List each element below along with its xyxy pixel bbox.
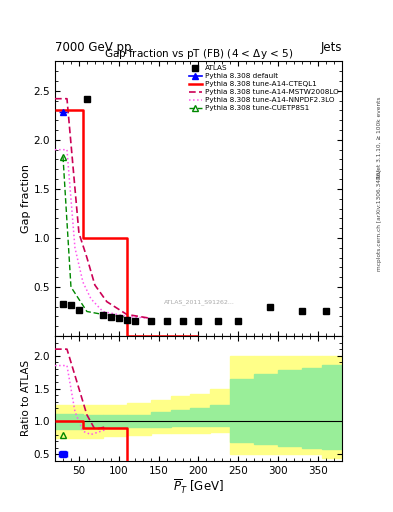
- Bar: [55, 405, 83, 438]
- Bar: [302, 368, 322, 447]
- Bar: [210, 405, 230, 426]
- Bar: [254, 374, 278, 444]
- Y-axis label: Ratio to ATLAS: Ratio to ATLAS: [21, 360, 31, 436]
- Bar: [103, 415, 127, 428]
- Bar: [230, 356, 254, 454]
- Bar: [191, 394, 210, 433]
- Legend: ATLAS, Pythia 8.308 default, Pythia 8.308 tune-A14-CTEQL1, Pythia 8.308 tune-A14: ATLAS, Pythia 8.308 default, Pythia 8.30…: [187, 63, 340, 114]
- Bar: [171, 396, 191, 433]
- X-axis label: $\overline{P}_T$ [GeV]: $\overline{P}_T$ [GeV]: [173, 478, 224, 497]
- Bar: [171, 410, 191, 426]
- Bar: [278, 370, 302, 446]
- Bar: [302, 356, 322, 454]
- Bar: [55, 414, 83, 429]
- Bar: [210, 389, 230, 432]
- Bar: [83, 405, 103, 438]
- Bar: [254, 356, 278, 454]
- Text: ATLAS_2011_S91262...: ATLAS_2011_S91262...: [164, 299, 235, 305]
- Bar: [151, 400, 171, 433]
- Bar: [322, 365, 342, 449]
- Bar: [127, 403, 151, 435]
- Text: mcplots.cern.ch [arXiv:1306.3436]: mcplots.cern.ch [arXiv:1306.3436]: [377, 169, 382, 271]
- Bar: [230, 379, 254, 442]
- Bar: [191, 408, 210, 426]
- Text: Rivet 3.1.10, ≥ 100k events: Rivet 3.1.10, ≥ 100k events: [377, 97, 382, 180]
- Bar: [278, 356, 302, 454]
- Bar: [103, 405, 127, 436]
- Bar: [322, 356, 342, 458]
- Bar: [83, 415, 103, 428]
- Text: Jets: Jets: [320, 41, 342, 54]
- Bar: [151, 412, 171, 426]
- Text: 7000 GeV pp: 7000 GeV pp: [55, 41, 132, 54]
- Bar: [127, 415, 151, 426]
- Y-axis label: Gap fraction: Gap fraction: [21, 164, 31, 233]
- Title: Gap fraction vs pT (FB) (4 < $\Delta$y < 5): Gap fraction vs pT (FB) (4 < $\Delta$y <…: [104, 47, 293, 61]
